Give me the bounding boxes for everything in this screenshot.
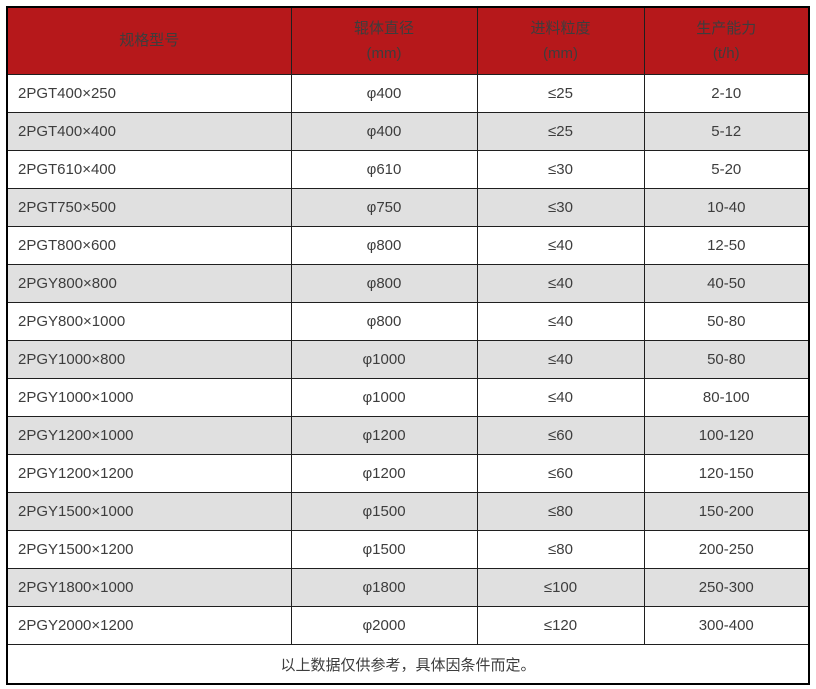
- header-model: 规格型号: [6, 6, 292, 75]
- feed-size-cell: ≤60: [476, 416, 645, 455]
- model-cell: 2PGY800×800: [6, 264, 292, 303]
- model-cell: 2PGY1000×1000: [6, 378, 292, 417]
- model-cell: 2PGY1000×800: [6, 340, 292, 379]
- capacity-cell: 200-250: [643, 530, 810, 569]
- table-row: 2PGT400×250 φ400 ≤25 2-10: [6, 74, 810, 113]
- model-cell: 2PGT800×600: [6, 226, 292, 265]
- table-row: 2PGY800×800 φ800 ≤40 40-50: [6, 264, 810, 303]
- feed-size-cell: ≤40: [476, 264, 645, 303]
- header-roller-diameter-unit: (mm): [366, 45, 402, 62]
- feed-size-cell: ≤120: [476, 606, 645, 645]
- diameter-cell: φ800: [290, 264, 478, 303]
- diameter-cell: φ1200: [290, 454, 478, 493]
- footer-note: 以上数据仅供参考，具体因条件而定。: [6, 644, 810, 685]
- feed-size-cell: ≤40: [476, 378, 645, 417]
- capacity-cell: 150-200: [643, 492, 810, 531]
- table-row: 2PGY1200×1000 φ1200 ≤60 100-120: [6, 416, 810, 455]
- table-body: 2PGT400×250 φ400 ≤25 2-10 2PGT400×400 φ400 ≤25…: [6, 74, 810, 645]
- model-cell: 2PGT750×500: [6, 188, 292, 227]
- capacity-cell: 5-12: [643, 112, 810, 151]
- capacity-cell: 10-40: [643, 188, 810, 227]
- capacity-cell: 12-50: [643, 226, 810, 265]
- model-cell: 2PGT400×400: [6, 112, 292, 151]
- diameter-cell: φ1000: [290, 378, 478, 417]
- capacity-cell: 300-400: [643, 606, 810, 645]
- header-capacity-label: 生产能力: [696, 19, 757, 37]
- feed-size-cell: ≤25: [476, 112, 645, 151]
- model-cell: 2PGY2000×1200: [6, 606, 292, 645]
- feed-size-cell: ≤40: [476, 340, 645, 379]
- diameter-cell: φ1500: [290, 530, 478, 569]
- model-cell: 2PGY1200×1200: [6, 454, 292, 493]
- capacity-cell: 250-300: [643, 568, 810, 607]
- model-cell: 2PGY1800×1000: [6, 568, 292, 607]
- feed-size-cell: ≤30: [476, 150, 645, 189]
- model-cell: 2PGT400×250: [6, 74, 292, 113]
- footer-row: 以上数据仅供参考，具体因条件而定。: [6, 644, 810, 685]
- header-row: 规格型号 辊体直径 (mm) 进料粒度 (mm) 生产能力 (t/h): [6, 6, 810, 75]
- header-model-label: 规格型号: [119, 32, 180, 50]
- feed-size-cell: ≤40: [476, 302, 645, 341]
- diameter-cell: φ800: [290, 226, 478, 265]
- capacity-cell: 40-50: [643, 264, 810, 303]
- diameter-cell: φ750: [290, 188, 478, 227]
- table-row: 2PGY1000×800 φ1000 ≤40 50-80: [6, 340, 810, 379]
- diameter-cell: φ610: [290, 150, 478, 189]
- header-capacity-unit: (t/h): [712, 45, 740, 62]
- capacity-cell: 2-10: [643, 74, 810, 113]
- capacity-cell: 100-120: [643, 416, 810, 455]
- capacity-cell: 120-150: [643, 454, 810, 493]
- diameter-cell: φ800: [290, 302, 478, 341]
- table-row: 2PGY800×1000 φ800 ≤40 50-80: [6, 302, 810, 341]
- feed-size-cell: ≤30: [476, 188, 645, 227]
- header-capacity: 生产能力 (t/h): [643, 6, 810, 75]
- spec-table: 规格型号 辊体直径 (mm) 进料粒度 (mm) 生产能力 (t/h): [6, 6, 810, 685]
- table-header: 规格型号 辊体直径 (mm) 进料粒度 (mm) 生产能力 (t/h): [6, 6, 810, 75]
- header-roller-diameter: 辊体直径 (mm): [290, 6, 478, 75]
- model-cell: 2PGY1500×1200: [6, 530, 292, 569]
- diameter-cell: φ2000: [290, 606, 478, 645]
- table-row: 2PGY2000×1200 φ2000 ≤120 300-400: [6, 606, 810, 645]
- feed-size-cell: ≤80: [476, 492, 645, 531]
- feed-size-cell: ≤80: [476, 530, 645, 569]
- table-row: 2PGY1500×1000 φ1500 ≤80 150-200: [6, 492, 810, 531]
- header-roller-diameter-label: 辊体直径: [353, 19, 414, 37]
- header-feed-size-unit: (mm): [543, 45, 578, 62]
- diameter-cell: φ1200: [290, 416, 478, 455]
- diameter-cell: φ1500: [290, 492, 478, 531]
- feed-size-cell: ≤60: [476, 454, 645, 493]
- capacity-cell: 50-80: [643, 302, 810, 341]
- model-cell: 2PGY1500×1000: [6, 492, 292, 531]
- model-cell: 2PGY1200×1000: [6, 416, 292, 455]
- model-cell: 2PGT610×400: [6, 150, 292, 189]
- feed-size-cell: ≤40: [476, 226, 645, 265]
- table-row: 2PGT400×400 φ400 ≤25 5-12: [6, 112, 810, 151]
- table-row: 2PGT610×400 φ610 ≤30 5-20: [6, 150, 810, 189]
- diameter-cell: φ1000: [290, 340, 478, 379]
- table-row: 2PGT750×500 φ750 ≤30 10-40: [6, 188, 810, 227]
- capacity-cell: 5-20: [643, 150, 810, 189]
- feed-size-cell: ≤100: [476, 568, 645, 607]
- diameter-cell: φ1800: [290, 568, 478, 607]
- table-row: 2PGY1000×1000 φ1000 ≤40 80-100: [6, 378, 810, 417]
- capacity-cell: 80-100: [643, 378, 810, 417]
- capacity-cell: 50-80: [643, 340, 810, 379]
- table-row: 2PGY1800×1000 φ1800 ≤100 250-300: [6, 568, 810, 607]
- feed-size-cell: ≤25: [476, 74, 645, 113]
- diameter-cell: φ400: [290, 112, 478, 151]
- table-footer: 以上数据仅供参考，具体因条件而定。: [6, 644, 810, 685]
- table-row: 2PGT800×600 φ800 ≤40 12-50: [6, 226, 810, 265]
- model-cell: 2PGY800×1000: [6, 302, 292, 341]
- spec-table-container: 规格型号 辊体直径 (mm) 进料粒度 (mm) 生产能力 (t/h): [6, 6, 810, 685]
- header-feed-size: 进料粒度 (mm): [476, 6, 645, 75]
- table-row: 2PGY1500×1200 φ1500 ≤80 200-250: [6, 530, 810, 569]
- table-row: 2PGY1200×1200 φ1200 ≤60 120-150: [6, 454, 810, 493]
- header-feed-size-label: 进料粒度: [530, 19, 591, 37]
- diameter-cell: φ400: [290, 74, 478, 113]
